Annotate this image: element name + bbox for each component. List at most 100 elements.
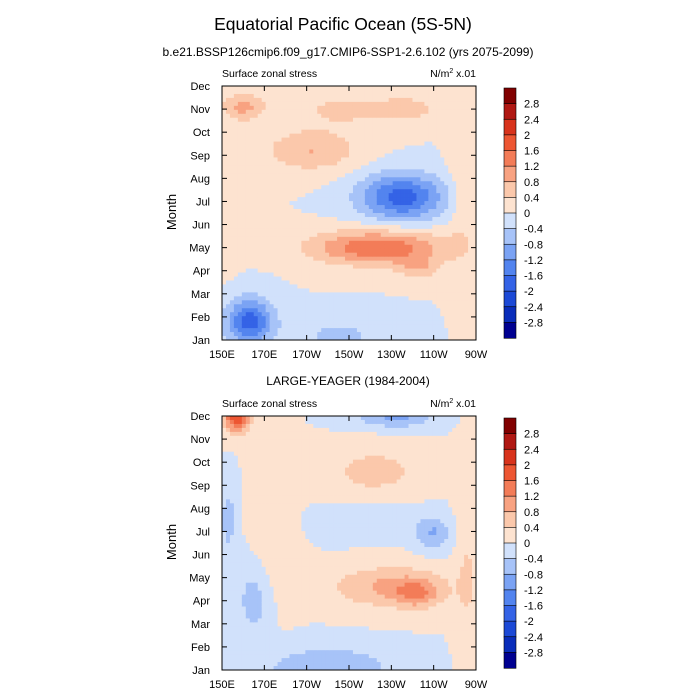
field-cell [321,121,326,127]
field-cell [345,137,350,142]
field-cell [253,554,259,560]
field-cell [301,256,306,262]
field-cell [249,463,255,468]
field-cell [241,324,247,329]
field-cell [337,308,342,313]
field-cell [325,181,330,186]
field-cell [261,240,267,246]
field-cell [241,467,247,472]
field-cell [372,220,378,226]
field-cell [404,101,409,107]
field-cell [225,177,231,182]
field-cell [364,336,370,341]
field-cell [237,574,243,580]
field-cell [313,189,318,194]
field-cell [225,495,231,500]
colorbar-label: -2.4 [524,302,543,314]
field-cell [269,499,274,504]
field-cell [356,205,362,210]
field-cell [253,455,259,461]
field-cell [225,201,231,206]
field-cell [392,97,398,103]
field-cell [333,169,338,174]
field-cell [372,336,378,341]
field-cell [408,177,413,182]
field-cell [245,149,251,154]
field-cell [341,264,346,269]
field-cell [432,185,437,190]
field-cell [305,117,310,123]
field-cell [436,141,441,146]
field-cell [325,173,330,178]
field-cell [237,550,243,556]
field-cell [245,161,251,166]
field-cell [285,193,290,198]
field-cell [277,193,282,198]
field-cell [222,423,227,429]
field-cell [349,312,354,317]
field-cell [384,328,390,333]
field-cell [253,296,259,301]
field-cell [440,276,445,281]
field-cell [249,280,255,285]
field-cell [253,662,259,667]
field-cell [222,550,227,556]
field-cell [222,447,227,453]
field-cell [265,654,271,659]
field-cell [380,121,386,127]
field-cell [424,133,429,138]
field-cell [372,133,378,138]
field-cell [321,86,326,91]
field-cell [460,169,465,174]
field-cell [245,606,251,611]
field-cell [345,228,350,234]
field-cell [265,634,271,639]
field-cell [249,598,255,603]
field-cell [265,284,271,289]
field-cell [360,296,366,301]
field-cell [380,105,386,111]
field-cell [253,89,259,95]
field-cell [233,570,239,576]
field-cell [309,308,314,313]
field-cell [237,181,243,186]
field-cell [436,244,441,250]
field-cell [222,264,227,269]
field-cell [345,260,350,265]
field-cell [376,93,382,99]
field-cell [225,125,231,131]
field-cell [265,276,271,281]
field-cell [233,435,239,441]
field-cell [432,316,437,321]
field-cell [388,316,394,321]
field-cell [464,320,469,325]
field-cell [257,252,263,258]
field-cell [281,109,286,115]
field-cell [321,272,326,277]
field-cell [352,292,358,297]
field-cell [245,439,251,445]
field-cell [364,284,370,289]
field-cell [269,527,274,532]
field-cell [269,133,274,138]
field-cell [368,328,374,333]
field-cell [444,193,449,198]
field-cell [249,125,255,131]
field-cell [368,197,374,202]
field-cell [225,181,231,186]
field-cell [416,312,421,317]
field-cell [360,173,366,178]
field-cell [245,630,251,635]
field-cell [329,236,334,242]
field-cell [360,240,366,246]
field-cell [281,149,286,154]
field-cell [420,86,425,91]
field-cell [360,105,366,111]
field-cell [265,451,271,457]
field-cell [233,97,239,103]
field-cell [440,228,445,234]
field-cell [257,582,263,588]
field-cell [253,197,259,202]
field-cell [257,550,263,556]
field-cell [249,89,255,95]
